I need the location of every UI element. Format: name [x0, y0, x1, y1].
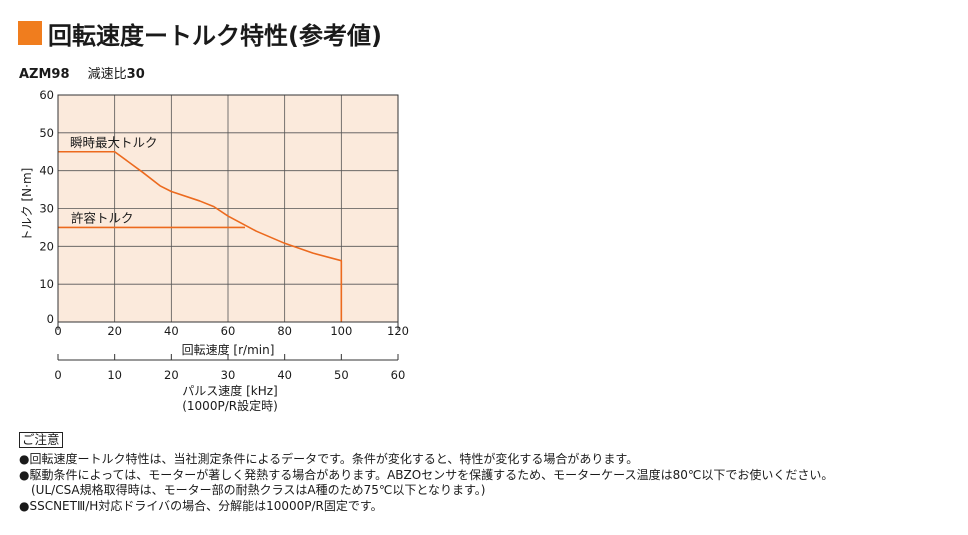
- notes-list: ●回転速度ートルク特性は、当社測定条件によるデータです。条件が変化すると、特性が…: [19, 452, 833, 514]
- page-title: 回転速度ートルク特性(参考値): [48, 21, 382, 50]
- y-tick-label: 10: [39, 277, 54, 291]
- x-tick-label: 120: [387, 324, 409, 338]
- model-name: AZM98: [19, 67, 70, 82]
- x-tick-label: 40: [164, 324, 179, 338]
- y-axis-label: トルク [N·m]: [20, 168, 34, 242]
- y-tick-label: 50: [39, 126, 54, 140]
- x-tick-label: 20: [107, 324, 122, 338]
- ratio-label: 減速比: [87, 67, 127, 82]
- series-label: 瞬時最大トルク: [70, 135, 158, 150]
- title-square-icon: [18, 21, 42, 45]
- secondary-tick-label: 10: [107, 368, 122, 382]
- series-line: [58, 150, 343, 322]
- ratio-value: 30: [126, 67, 145, 82]
- curves: [58, 150, 343, 322]
- chart-subtitle: AZM98 減速比30: [19, 63, 145, 82]
- secondary-axis-label: パルス速度 [kHz]: [182, 383, 277, 398]
- notes-heading: ご注意: [19, 432, 63, 448]
- x-tick-label: 60: [221, 324, 236, 338]
- y-tick-label: 0: [47, 312, 54, 326]
- y-tick-label: 60: [39, 88, 54, 102]
- secondary-tick-label: 50: [334, 368, 349, 382]
- plot-frame: [57, 94, 399, 323]
- x-tick-label: 0: [54, 324, 61, 338]
- note-item: ●駆動条件によっては、モーターが著しく発熱する場合があります。ABZOセンサを保…: [19, 467, 834, 482]
- secondary-tick-label: 30: [221, 368, 236, 382]
- secondary-tick-label: 40: [277, 368, 292, 382]
- y-tick-label: 30: [39, 202, 54, 216]
- series-label: 許容トルク: [71, 210, 134, 225]
- y-tick-label: 40: [39, 164, 54, 178]
- secondary-tick-label: 20: [164, 368, 179, 382]
- x-axis-label: 回転速度 [r/min]: [182, 342, 275, 357]
- secondary-tick-label: 60: [391, 368, 406, 382]
- x-tick-label: 80: [277, 324, 292, 338]
- y-tick-label: 20: [39, 239, 54, 253]
- secondary-tick-label: 0: [54, 368, 61, 382]
- x-tick-label: 100: [330, 324, 352, 338]
- note-item: (UL/CSA規格取得時は、モーター部の耐熱クラスはA種のため75℃以下となりま…: [31, 483, 486, 497]
- axes: [57, 94, 399, 361]
- note-item: ●SSCNETⅢ/H対応ドライバの場合、分解能は10000P/R固定です。: [19, 498, 383, 513]
- title-row: 回転速度ートルク特性(参考値): [18, 17, 382, 50]
- note-item: ●回転速度ートルク特性は、当社測定条件によるデータです。条件が変化すると、特性が…: [19, 452, 639, 466]
- secondary-axis-note: (1000P/R設定時): [182, 398, 278, 413]
